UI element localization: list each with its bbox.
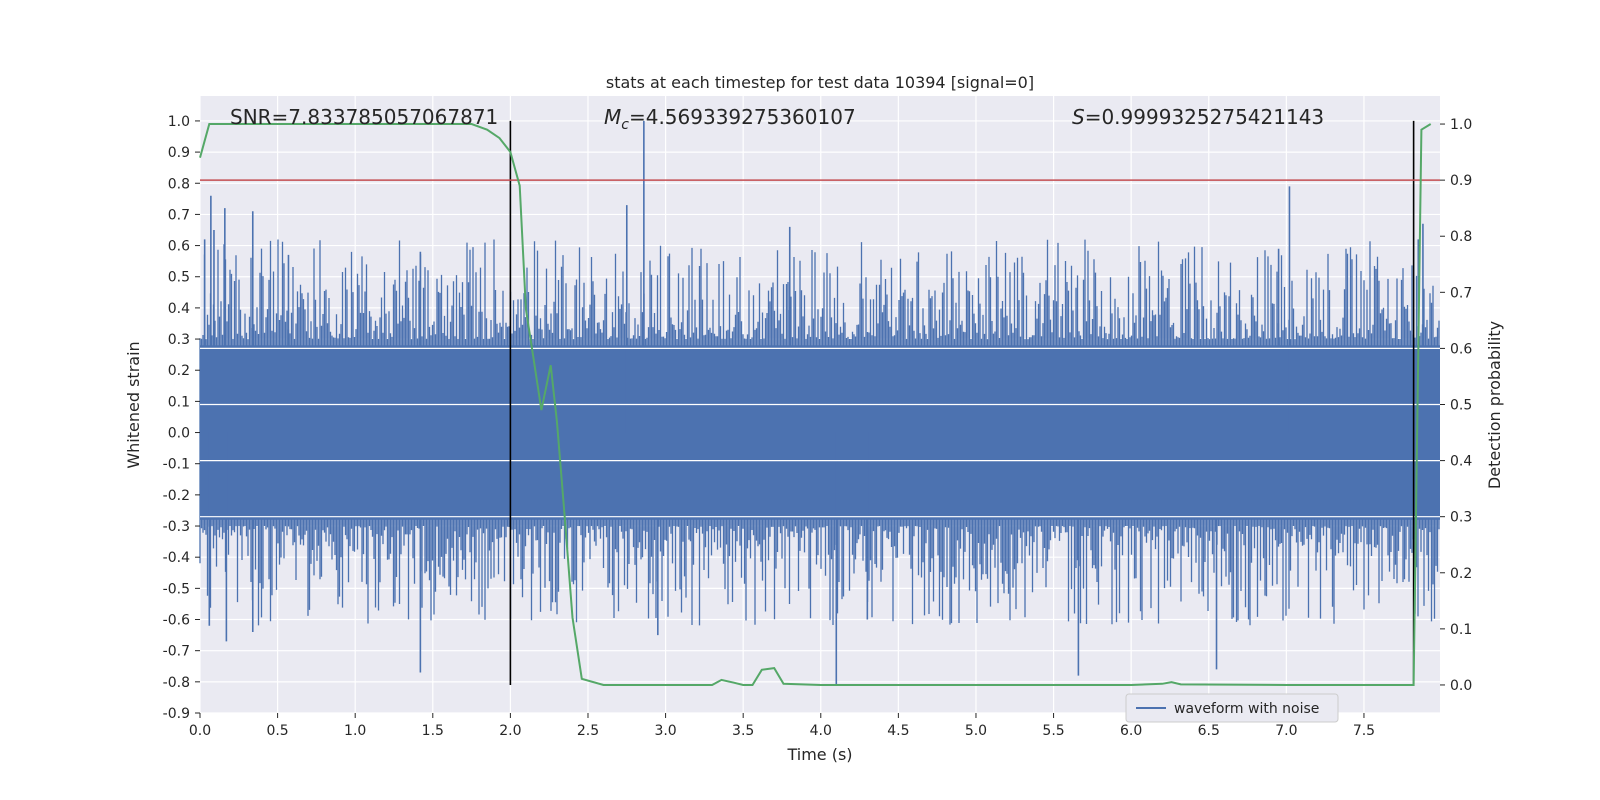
y-tick-label-right: 0.8 xyxy=(1450,229,1472,245)
y-tick-label: 1.0 xyxy=(168,114,190,130)
x-tick-label: 3.0 xyxy=(654,723,676,739)
x-tick-label: 0.0 xyxy=(189,723,211,739)
x-tick-label: 5.0 xyxy=(965,723,987,739)
x-axis-label: Time (s) xyxy=(786,745,852,764)
y-axis-label-right: Detection probability xyxy=(1485,321,1504,489)
x-tick-label: 2.5 xyxy=(577,723,599,739)
x-tick-label: 4.5 xyxy=(887,723,909,739)
legend: waveform with noise xyxy=(1125,693,1339,723)
snr-annotation: SNR=7.833785057067871 xyxy=(230,105,498,129)
y-tick-label: 0.8 xyxy=(168,176,190,192)
x-tick-label: 2.0 xyxy=(499,723,521,739)
x-tick-label: 4.0 xyxy=(810,723,832,739)
s-value: =0.9999325275421143 xyxy=(1085,105,1324,129)
y-tick-label: 0.6 xyxy=(168,239,190,255)
y-tick-label: -0.9 xyxy=(163,706,190,722)
waveform-with-noise xyxy=(199,120,1440,685)
legend-entry: waveform with noise xyxy=(1174,701,1319,717)
y-tick-label-right: 0.7 xyxy=(1450,285,1472,301)
y-tick-label: -0.2 xyxy=(163,488,190,504)
vertical-markers xyxy=(509,120,1415,685)
y-tick-label-right: 0.1 xyxy=(1450,622,1472,638)
y-axis-label: Whitened strain xyxy=(124,341,143,468)
x-tick-label: 7.5 xyxy=(1353,723,1375,739)
x-tick-label: 5.5 xyxy=(1042,723,1064,739)
y-tick-label: -0.8 xyxy=(163,675,190,691)
y-ticks: -0.9 -0.8 -0.7 -0.6 -0.5 -0.4 -0.3 -0.2 -0.1 0.0 0… xyxy=(163,114,200,722)
s-annotation: S=0.9999325275421143 xyxy=(1072,105,1324,129)
y-tick-label-right: 0.5 xyxy=(1450,398,1472,414)
mc-subscript: c xyxy=(621,117,629,133)
y-ticks-right: 0.0 0.1 0.2 0.3 0.4 0.5 0.6 0.7 0.8 0.9 1.0 xyxy=(1440,117,1472,694)
waveform-noise xyxy=(199,239,1440,626)
y-tick-label: 0.9 xyxy=(168,145,190,161)
x-tick-label: 1.0 xyxy=(344,723,366,739)
mc-value: =4.569339275360107 xyxy=(629,105,856,129)
x-tick-label: 0.5 xyxy=(266,723,288,739)
mc-symbol: M xyxy=(604,105,621,129)
y-tick-label-right: 0.3 xyxy=(1450,510,1472,526)
y-tick-label: -0.3 xyxy=(163,519,190,535)
y-tick-label: -0.5 xyxy=(163,581,190,597)
y-tick-label: 0.5 xyxy=(168,270,190,286)
chart-title: stats at each timestep for test data 103… xyxy=(606,73,1034,92)
y-tick-label: 0.2 xyxy=(168,363,190,379)
y-tick-label: 0.7 xyxy=(168,207,190,223)
y-tick-label: 0.3 xyxy=(168,332,190,348)
y-tick-label: 0.0 xyxy=(168,426,190,442)
y-tick-label-right: 0.2 xyxy=(1450,566,1472,582)
y-tick-label: -0.4 xyxy=(163,550,190,566)
y-tick-label-right: 0.9 xyxy=(1450,173,1472,189)
y-tick-label: 0.1 xyxy=(168,394,190,410)
x-tick-label: 6.5 xyxy=(1198,723,1220,739)
y-tick-label-right: 0.6 xyxy=(1450,341,1472,357)
x-ticks: 0.0 0.5 1.0 1.5 2.0 2.5 3.0 3.5 4.0 4.5 5.0 5.5 6.0 6… xyxy=(189,713,1375,739)
y-tick-label: -0.1 xyxy=(163,457,190,473)
detection-probability-line xyxy=(199,123,1432,686)
legend-box xyxy=(1125,693,1339,723)
y-tick-label: -0.7 xyxy=(163,644,190,660)
x-tick-label: 3.5 xyxy=(732,723,754,739)
y-tick-label: 0.4 xyxy=(168,301,190,317)
y-tick-label: -0.6 xyxy=(163,613,190,629)
x-tick-label: 6.0 xyxy=(1120,723,1142,739)
s-symbol: S xyxy=(1072,105,1085,129)
x-tick-label: 7.0 xyxy=(1275,723,1297,739)
y-tick-label-right: 1.0 xyxy=(1450,117,1472,133)
y-tick-label-right: 0.0 xyxy=(1450,678,1472,694)
mc-annotation: Mc=4.569339275360107 xyxy=(604,105,856,133)
y-tick-label-right: 0.4 xyxy=(1450,454,1472,470)
x-tick-label: 1.5 xyxy=(422,723,444,739)
